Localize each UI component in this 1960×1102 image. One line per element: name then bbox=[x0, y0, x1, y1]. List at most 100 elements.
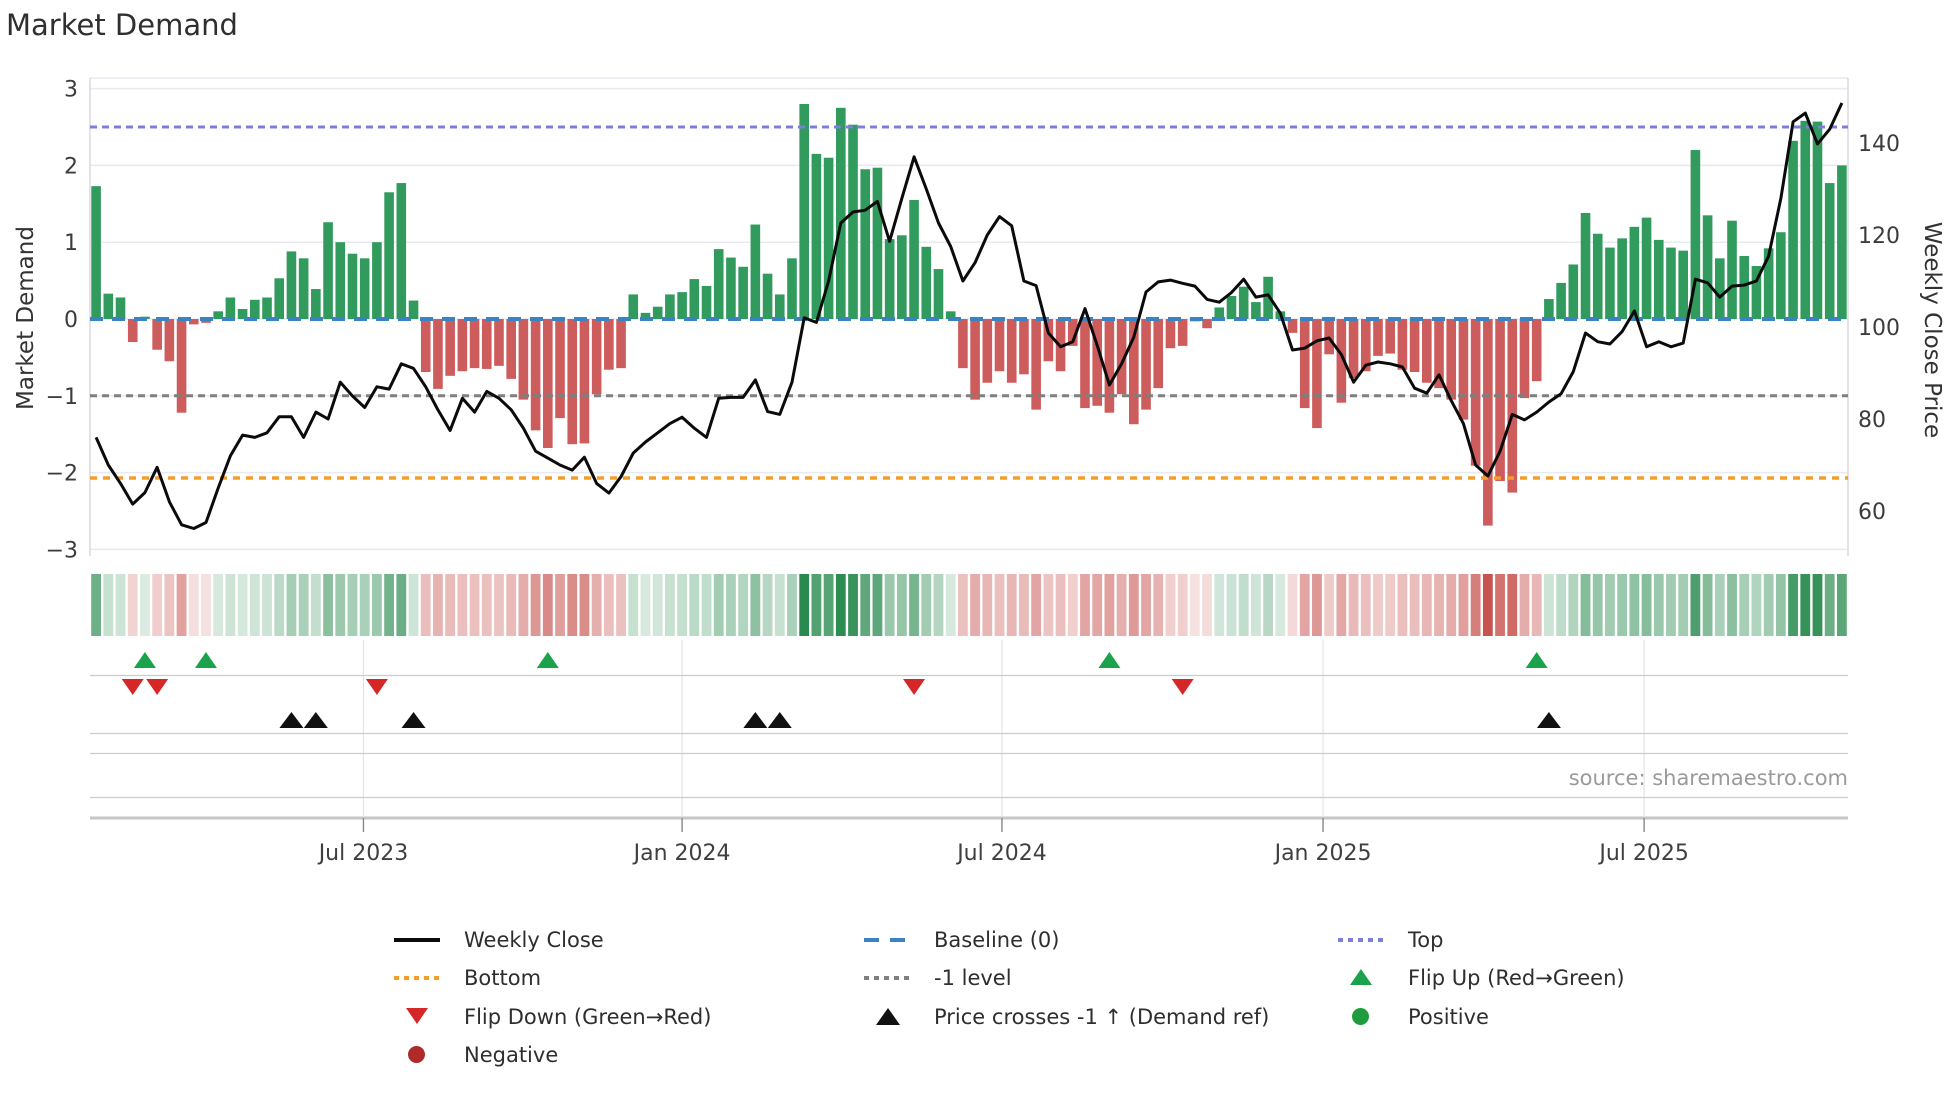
demand-bar bbox=[884, 239, 895, 319]
demand-bar bbox=[1483, 319, 1493, 526]
demand-bar bbox=[1605, 247, 1615, 319]
demand-bar bbox=[970, 319, 980, 400]
marker-rows bbox=[90, 640, 1848, 816]
demand-bars bbox=[91, 103, 1847, 526]
heat-cell bbox=[1409, 574, 1420, 636]
heat-cell bbox=[994, 574, 1005, 636]
flip-down-marker bbox=[121, 679, 144, 695]
heat-cell bbox=[726, 574, 736, 636]
heat-cell bbox=[689, 574, 700, 636]
demand-bar bbox=[921, 246, 932, 319]
demand-bar bbox=[115, 297, 126, 319]
heat-cell bbox=[591, 574, 602, 636]
heat-cell bbox=[713, 574, 724, 636]
right-tick-label: 80 bbox=[1858, 408, 1886, 433]
demand-bar bbox=[1715, 258, 1725, 319]
heat-cell bbox=[323, 574, 333, 636]
demand-bar bbox=[628, 294, 639, 319]
heat-cell bbox=[433, 574, 443, 636]
demand-bar bbox=[530, 319, 541, 431]
heat-cell bbox=[1128, 574, 1139, 636]
legend-label: Price crosses -1 ↑ (Demand ref) bbox=[934, 1005, 1270, 1029]
heat-cell bbox=[1556, 574, 1567, 636]
heat-cell bbox=[518, 574, 529, 636]
demand-bar bbox=[1019, 319, 1029, 375]
demand-bar bbox=[665, 294, 675, 319]
demand-bar bbox=[1458, 319, 1469, 420]
legend-label: Flip Up (Red→Green) bbox=[1408, 966, 1625, 990]
demand-bar bbox=[799, 103, 809, 320]
demand-bar bbox=[445, 319, 455, 376]
price-cross-marker bbox=[303, 712, 328, 728]
heat-cell bbox=[310, 574, 321, 636]
heat-cell bbox=[1324, 574, 1335, 636]
demand-bar bbox=[1129, 319, 1139, 425]
heat-cell bbox=[1287, 574, 1298, 636]
heat-cell bbox=[1568, 574, 1579, 636]
reference-lines bbox=[90, 125, 1848, 480]
flip-down-marker bbox=[146, 679, 169, 695]
heat-cell bbox=[494, 574, 504, 636]
weekly-close-swatch-icon bbox=[394, 938, 440, 942]
demand-bar bbox=[738, 266, 748, 319]
heat-cell bbox=[1226, 574, 1237, 636]
demand-bar bbox=[604, 319, 614, 370]
heat-cell bbox=[896, 574, 907, 636]
legend-label: Negative bbox=[464, 1043, 559, 1067]
demand-bar bbox=[1544, 299, 1554, 319]
price-crosses-swatch-icon bbox=[876, 1008, 900, 1025]
heat-cell bbox=[1617, 574, 1628, 636]
demand-bar bbox=[1373, 319, 1383, 356]
heat-cell bbox=[970, 574, 981, 636]
heat-cell bbox=[982, 574, 993, 636]
heat-cell bbox=[1275, 574, 1286, 636]
demand-bar bbox=[958, 319, 968, 369]
heat-cell bbox=[664, 574, 675, 636]
right-tick-label: 60 bbox=[1858, 500, 1886, 525]
demand-bar bbox=[1592, 233, 1603, 319]
demand-bar bbox=[1006, 319, 1017, 383]
heat-cell bbox=[1775, 574, 1786, 636]
heat-cell bbox=[371, 574, 382, 636]
demand-bar bbox=[1568, 264, 1579, 319]
demand-bar bbox=[1666, 247, 1676, 319]
demand-bar bbox=[1214, 307, 1225, 319]
heat-cell bbox=[91, 574, 102, 636]
heat-cell bbox=[1714, 574, 1725, 636]
heat-cell bbox=[848, 574, 858, 636]
demand-bar bbox=[872, 167, 883, 319]
heat-cell bbox=[359, 574, 370, 636]
demand-bar bbox=[1812, 121, 1823, 320]
heat-cell bbox=[1189, 574, 1200, 636]
heat-cell bbox=[616, 574, 626, 636]
demand-bar bbox=[1800, 120, 1811, 319]
right-tick-label: 120 bbox=[1858, 224, 1900, 249]
demand-bar bbox=[762, 273, 773, 319]
demand-bar bbox=[823, 157, 834, 319]
top-swatch-icon bbox=[1338, 938, 1384, 942]
demand-bar bbox=[567, 319, 578, 445]
demand-bar bbox=[1348, 319, 1359, 379]
heat-cell bbox=[1141, 574, 1151, 636]
heat-cell bbox=[1336, 574, 1347, 636]
demand-bar bbox=[494, 319, 504, 366]
heat-cell bbox=[1165, 574, 1176, 636]
heat-cell bbox=[1214, 574, 1225, 636]
heat-cell bbox=[1531, 574, 1542, 636]
demand-bar bbox=[1727, 220, 1737, 319]
heat-cell bbox=[445, 574, 456, 636]
heat-cell bbox=[225, 574, 236, 636]
heat-cell bbox=[347, 574, 358, 636]
flip-up-marker bbox=[133, 652, 156, 668]
demand-bar bbox=[481, 319, 492, 369]
demand-bar bbox=[543, 319, 553, 449]
heat-cell bbox=[1446, 574, 1457, 636]
heat-cell bbox=[1177, 574, 1188, 636]
legend-label: -1 level bbox=[934, 966, 1012, 990]
heat-cell bbox=[1263, 574, 1274, 636]
demand-bar bbox=[262, 297, 272, 319]
x-tick-label: Jul 2025 bbox=[1597, 841, 1689, 866]
heat-cell bbox=[1592, 574, 1603, 636]
heat-cell bbox=[1031, 574, 1042, 636]
legend-label: Bottom bbox=[464, 966, 542, 990]
